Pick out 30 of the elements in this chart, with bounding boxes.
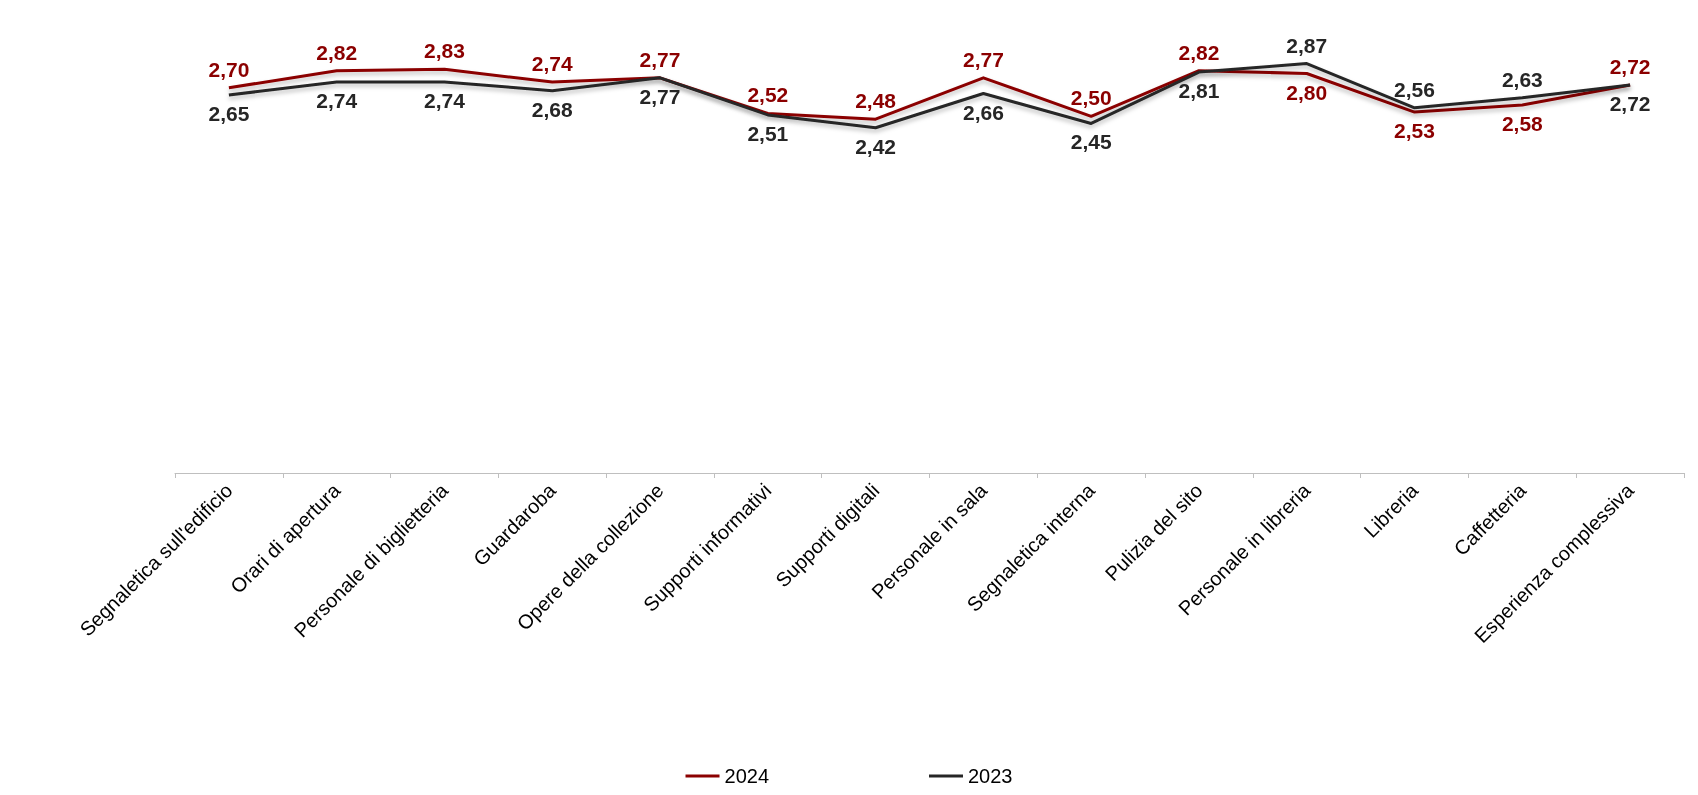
data-label: 2,74 (316, 89, 358, 113)
data-label: 2,77 (639, 47, 681, 71)
data-label: 2,68 (531, 97, 574, 121)
data-label: 2,82 (316, 40, 358, 64)
data-label: 2,58 (1501, 111, 1544, 135)
legend-label: 2024 (724, 765, 770, 787)
data-label: 2,70 (208, 57, 250, 81)
data-label: 2,45 (1070, 130, 1112, 154)
legend-label: 2023 (968, 765, 1013, 787)
data-label: 2,65 (208, 101, 250, 125)
data-label: 2,74 (531, 52, 574, 76)
data-label: 2,74 (424, 89, 466, 113)
data-label: 2,72 (1609, 91, 1651, 115)
data-label: 2,66 (962, 100, 1004, 124)
data-label: 2,80 (1286, 80, 1328, 104)
data-label: 2,53 (1394, 119, 1435, 143)
data-label: 2,51 (747, 121, 789, 145)
data-label: 2,50 (1070, 86, 1112, 110)
data-label: 2,72 (1609, 54, 1651, 78)
data-label: 2,56 (1394, 77, 1435, 101)
data-label: 2,87 (1286, 33, 1328, 57)
data-label: 2,52 (747, 83, 789, 107)
data-label: 2,42 (855, 134, 897, 158)
data-label: 2,83 (424, 39, 465, 63)
data-label: 2,77 (639, 84, 681, 108)
data-label: 2,82 (1178, 40, 1220, 64)
data-label: 2,81 (1178, 79, 1220, 103)
data-label: 2,77 (962, 47, 1004, 71)
data-label: 2,63 (1501, 67, 1543, 91)
data-label: 2,48 (855, 89, 897, 113)
